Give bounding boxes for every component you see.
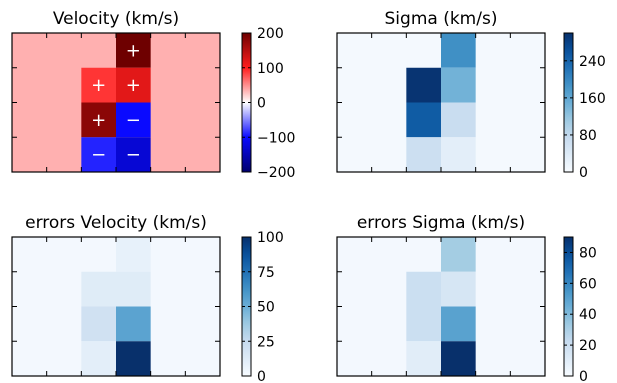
colorbar-tick-label: 240 xyxy=(579,54,606,70)
colorbar-tick-label: 80 xyxy=(579,128,597,144)
heatmap-cell xyxy=(116,237,151,272)
colorbar xyxy=(563,236,574,377)
panel-3: errors Velocity (km/s) 100 75 50 25 0 xyxy=(11,213,284,383)
heatmap-cell xyxy=(116,137,151,172)
cell-marker: − xyxy=(126,110,141,131)
heatmap-cell xyxy=(406,67,441,103)
cell-marker: + xyxy=(126,40,141,61)
colorbar xyxy=(563,32,574,173)
cell-marker: + xyxy=(126,75,141,96)
heatmap-cell xyxy=(441,67,476,103)
colorbar-tick-label: 50 xyxy=(257,300,275,316)
cell-marker: + xyxy=(91,75,106,96)
panel-title: errors Velocity (km/s) xyxy=(25,213,207,233)
colorbar-tick-label: 20 xyxy=(579,338,597,354)
heatmap-cell xyxy=(406,137,441,172)
heatmap-cell xyxy=(116,341,151,376)
colorbar-tick-label: 0 xyxy=(257,96,266,112)
colorbar-tick-label: 75 xyxy=(257,265,275,281)
colorbar-tick-label: 100 xyxy=(257,61,284,77)
heatmap-cell xyxy=(116,102,151,138)
heatmap-cell xyxy=(441,237,476,272)
colorbar-tick-label: 25 xyxy=(257,334,275,350)
heatmap-cell xyxy=(116,67,151,103)
heatmap-cell xyxy=(81,306,116,342)
panel-title: Sigma (km/s) xyxy=(385,9,498,29)
colorbar-tick-label: 160 xyxy=(579,91,606,107)
heatmap-cell xyxy=(81,102,116,138)
panel-title: errors Sigma (km/s) xyxy=(357,213,525,233)
heatmap-cell xyxy=(116,33,151,68)
colorbar-tick-label: 0 xyxy=(579,369,588,383)
heatmap-cell xyxy=(81,137,116,172)
axis-ticks xyxy=(12,33,220,172)
heatmap-cell xyxy=(81,67,116,103)
panel-title: Velocity (km/s) xyxy=(53,9,179,29)
colorbar-tick-label: 40 xyxy=(579,307,597,323)
panel-4: errors Sigma (km/s) 80 60 40 20 0 xyxy=(336,213,597,383)
panel-2: Sigma (km/s) 240 160 80 0 xyxy=(336,9,606,181)
axis-ticks xyxy=(337,33,545,172)
heatmap-cell xyxy=(441,102,476,138)
heatmap-cell xyxy=(441,341,476,376)
heatmap-cell xyxy=(441,306,476,342)
heatmap-cell xyxy=(441,137,476,172)
heatmap-cell xyxy=(81,341,116,376)
cell-marker: + xyxy=(91,110,106,131)
colorbar-tick-label: 0 xyxy=(257,369,266,383)
axis-ticks xyxy=(12,237,220,376)
heatmap-cell xyxy=(406,102,441,138)
heatmap-cell xyxy=(441,33,476,68)
cell-marker: − xyxy=(91,145,106,166)
cell-marker: − xyxy=(126,145,141,166)
colorbar-tick-label: 200 xyxy=(257,26,284,42)
heatmap-cell xyxy=(116,306,151,342)
colorbar-tick-label: 60 xyxy=(579,276,597,292)
colorbar-tick-label: 100 xyxy=(257,230,284,246)
axis-ticks xyxy=(337,237,545,376)
heatmap-cell xyxy=(406,341,441,376)
heatmap-cell xyxy=(441,271,476,307)
colorbar-tick-label: 0 xyxy=(579,165,588,181)
heatmap-cell xyxy=(406,306,441,342)
heatmap-cell xyxy=(81,271,116,307)
colorbar-tick-label: −200 xyxy=(257,165,295,181)
heatmap-cell xyxy=(406,271,441,307)
colorbar-tick-label: −100 xyxy=(257,130,295,146)
heatmap-cell xyxy=(116,271,151,307)
colorbar-tick-label: 80 xyxy=(579,245,597,261)
